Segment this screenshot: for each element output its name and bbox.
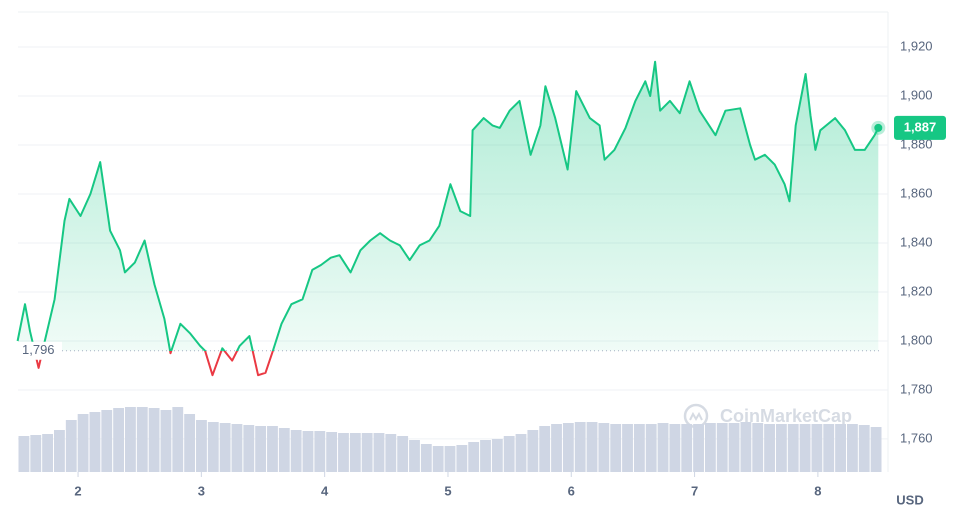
y-tick-label: 1,760 [900, 430, 933, 445]
volume-bar [30, 435, 42, 472]
volume-bar [468, 442, 480, 472]
volume-bar [456, 445, 468, 472]
volume-bar [527, 430, 539, 472]
volume-bar [172, 407, 184, 472]
x-tick-label: 3 [198, 483, 205, 498]
volume-bar [503, 436, 515, 472]
volume-bar [728, 423, 740, 472]
volume-bar [18, 436, 30, 472]
y-tick-label: 1,820 [900, 283, 933, 298]
price-area [18, 61, 879, 351]
current-badge [894, 115, 946, 140]
volume-bar [787, 424, 799, 472]
volume-bar [219, 423, 231, 472]
volume-bar [373, 433, 385, 472]
x-tick-label: 7 [691, 483, 698, 498]
volume-bar [160, 410, 172, 472]
volume-bar [562, 423, 574, 472]
current-label: 1,887 [904, 119, 937, 134]
volume-bar [326, 432, 338, 472]
baseline-label-bg [18, 341, 62, 360]
volume-bar [420, 444, 432, 472]
volume-bar [835, 424, 846, 472]
volume-bar [290, 430, 302, 472]
volume-bar [480, 440, 491, 472]
volume-bar [752, 423, 764, 472]
volume-bar [432, 446, 444, 472]
volume-bar [846, 424, 858, 472]
volume-bar [113, 408, 125, 472]
volume-bar [870, 427, 882, 472]
y-tick-label: 1,920 [900, 38, 933, 53]
volume-bar [278, 428, 290, 472]
x-tick-label: 2 [74, 483, 81, 498]
volume-bar [633, 424, 645, 472]
volume-bar [125, 407, 136, 472]
volume-bar [669, 424, 681, 472]
volume-bar [799, 424, 811, 472]
y-axis-label: USD [896, 492, 923, 507]
volume-bar [184, 414, 196, 472]
volume-bar [657, 423, 669, 472]
volume-bar [409, 440, 420, 472]
volume-bar [77, 414, 89, 472]
current-dot [874, 123, 883, 132]
baseline-label: 1,796 [22, 342, 55, 357]
volume-bar [349, 433, 361, 472]
volume-bar [361, 433, 373, 472]
volume-bar [207, 422, 219, 472]
volume-bar [231, 424, 243, 472]
volume-bar [645, 424, 657, 472]
volume-bar [775, 424, 787, 472]
volume-bar [148, 408, 160, 472]
watermark-text: CoinMarketCap [720, 406, 852, 426]
volume-bar [622, 424, 633, 472]
volume-bar [539, 426, 551, 472]
y-tick-label: 1,780 [900, 381, 933, 396]
volume-bar [515, 434, 527, 472]
x-tick-label: 4 [321, 483, 329, 498]
y-tick-label: 1,880 [900, 136, 933, 151]
volume-bar [574, 422, 586, 472]
volume-bar [598, 423, 610, 472]
volume-bar [65, 420, 77, 472]
x-tick-label: 6 [568, 483, 575, 498]
volume-bar [302, 431, 314, 472]
y-tick-label: 1,840 [900, 234, 933, 249]
volume-bar [811, 424, 823, 472]
volume-bar [858, 425, 870, 472]
volume-bar [255, 426, 267, 472]
volume-bar [54, 430, 65, 472]
volume-bar [704, 423, 716, 472]
volume-bar [716, 423, 728, 472]
volume-bar [101, 410, 113, 472]
volume-bar [740, 422, 752, 472]
y-tick-label: 1,800 [900, 332, 933, 347]
x-tick-label: 8 [814, 483, 821, 498]
volume-bar [764, 424, 775, 472]
volume-bar [89, 412, 101, 472]
volume-bar [693, 424, 704, 472]
volume-bar [681, 424, 693, 472]
price-line [16, 60, 880, 377]
volume-bar [267, 426, 278, 472]
volume-bar [338, 433, 349, 472]
volume-bar [491, 439, 503, 472]
y-tick-label: 1,900 [900, 87, 933, 102]
y-tick-label: 1,860 [900, 185, 933, 200]
volume-bar [823, 424, 835, 472]
volume-bar [610, 424, 622, 472]
volume-bar [196, 420, 207, 472]
volume-bar [586, 422, 598, 472]
volume-bar [444, 446, 456, 472]
volume-bar [551, 424, 562, 472]
volume-bar [243, 425, 255, 472]
volume-bar [42, 434, 54, 472]
volume-bar [385, 434, 397, 472]
volume-bar [314, 431, 326, 472]
x-tick-label: 5 [444, 483, 451, 498]
volume-bar [136, 407, 148, 472]
volume-bar [397, 436, 409, 472]
